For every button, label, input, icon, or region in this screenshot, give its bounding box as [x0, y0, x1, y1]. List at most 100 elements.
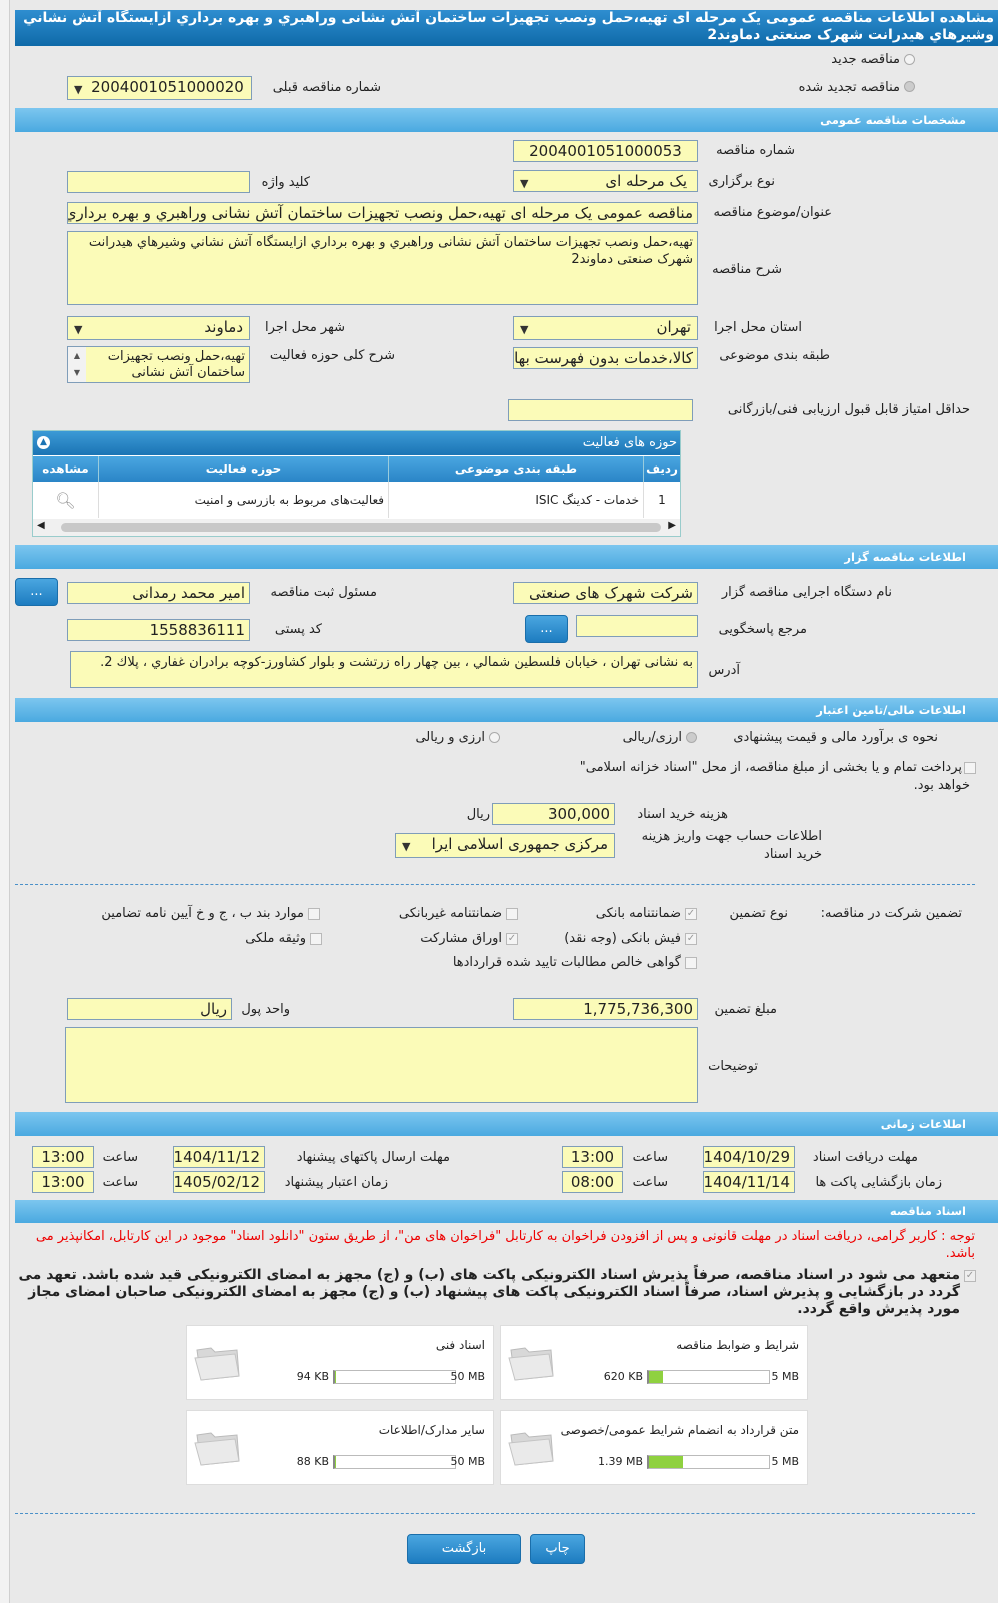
- guarantee-checkbox[interactable]: [310, 933, 322, 945]
- activities-title: حوزه های فعالیت: [582, 435, 677, 450]
- left-border: [0, 0, 10, 1603]
- scroll-right-icon[interactable]: ▶: [668, 520, 676, 531]
- ref-more-button[interactable]: ...: [525, 615, 568, 643]
- account-select[interactable]: مرکزی جمهوری اسلامی ایرا ▼: [395, 833, 615, 858]
- renewed-tender-radio[interactable]: [904, 81, 915, 92]
- scroll-left-icon[interactable]: ◀: [37, 520, 45, 531]
- account-value: مرکزی جمهوری اسلامی ایرا: [431, 835, 608, 853]
- open-label: زمان بازگشایی پاکت ها: [815, 1175, 942, 1190]
- doc-deadline-time: 13:00: [562, 1146, 623, 1168]
- open-field: 1404/11/14: [703, 1171, 795, 1193]
- collapse-icon[interactable]: ▲: [37, 436, 50, 449]
- treasury-checkbox[interactable]: [964, 762, 976, 774]
- guarantee-option-label: اوراق مشارکت: [420, 931, 502, 946]
- method-radio-1[interactable]: [686, 732, 697, 743]
- guarantee-checkbox[interactable]: ✓: [506, 933, 518, 945]
- tender-type-label: نوع برگزاری: [708, 174, 775, 189]
- document-card[interactable]: سایر مدارک/اطلاعات 88 KB 50 MB: [186, 1410, 494, 1485]
- scope-scrollbar[interactable]: ▲ ▼: [68, 347, 86, 382]
- guarantee-checkbox[interactable]: [685, 957, 697, 969]
- doc-fee-field: 300,000: [492, 803, 615, 825]
- commitment-checkbox: ✓: [964, 1270, 976, 1282]
- prev-tender-value: 2004001051000020: [91, 78, 244, 96]
- divider: [15, 1513, 975, 1514]
- treasury-text: پرداخت تمام و یا بخشی از مبلغ مناقصه، از…: [579, 760, 962, 775]
- guarantee-type-label: نوع تضمین: [729, 906, 788, 921]
- tender-description: تهیه،حمل ونصب تجهیزات ساختمان آتش نشانی …: [67, 231, 698, 305]
- tender-number-label: شماره مناقصه: [716, 143, 795, 158]
- guarantee-checkbox[interactable]: [506, 908, 518, 920]
- activities-title-bar: حوزه های فعالیت ▲: [33, 431, 680, 455]
- submit-time: 13:00: [32, 1146, 94, 1168]
- amount-label: مبلغ تضمین: [714, 1002, 777, 1017]
- method-radio-2[interactable]: [489, 732, 500, 743]
- document-max-size: 50 MB: [450, 1455, 485, 1468]
- document-card[interactable]: اسناد فنی 94 KB 50 MB: [186, 1325, 494, 1400]
- treasury-text-2: خواهد بود.: [913, 778, 970, 793]
- validity-label: زمان اعتبار پیشنهاد: [284, 1175, 388, 1190]
- folder-icon: [508, 1347, 554, 1381]
- row-field: فعالیت‌های مربوط به بازرسی و امنیت: [98, 482, 389, 518]
- currency-field: ریال: [67, 998, 232, 1020]
- col-field: حوزه فعالیت: [98, 456, 389, 482]
- resp-label: مسئول ثبت مناقصه: [270, 585, 377, 600]
- document-card[interactable]: متن قرارداد به انضمام شرایط عمومی/خصوصی 1…: [500, 1410, 808, 1485]
- chevron-down-icon: ▼: [520, 177, 529, 190]
- ref-field: [576, 615, 698, 637]
- folder-icon: [194, 1432, 240, 1466]
- doc-fee-unit: ریال: [466, 807, 490, 822]
- activities-table: ردیف طبقه بندی موضوعی حوزه فعالیت مشاهده…: [33, 456, 680, 518]
- document-max-size: 5 MB: [771, 1455, 799, 1468]
- section-finance: اطلاعات مالی/تامین اعتبار: [15, 698, 998, 722]
- keyword-label: کلید واژه: [261, 175, 310, 190]
- city-value: دماوند: [204, 318, 243, 336]
- scope-field[interactable]: تهیه،حمل ونصب تجهیزات ساختمان آتش نشانی ▲…: [67, 346, 250, 383]
- guarantee-option-label: ضمانتنامه غیربانکی: [398, 906, 502, 921]
- scrollbar-thumb[interactable]: [61, 523, 661, 532]
- amount-field: 1,775,736,300: [513, 998, 698, 1020]
- document-title: شرایط و ضوابط مناقصه: [676, 1338, 799, 1352]
- back-button[interactable]: بازگشت: [407, 1534, 521, 1564]
- keyword-field[interactable]: [67, 171, 250, 193]
- document-size: 94 KB: [296, 1370, 329, 1383]
- chevron-down-icon: ▼: [74, 83, 83, 96]
- col-index: ردیف: [643, 456, 680, 482]
- address-label: آدرس: [708, 663, 740, 678]
- tender-type-select[interactable]: یک مرحله ای ▼: [513, 170, 698, 192]
- table-header-row: ردیف طبقه بندی موضوعی حوزه فعالیت مشاهده: [33, 456, 680, 482]
- account-label: اطلاعات حساب جهت واریز هزینه خرید اسناد: [641, 829, 822, 862]
- section-timing: اطلاعات زمانی: [15, 1112, 998, 1136]
- doc-deadline-label: مهلت دریافت اسناد: [812, 1150, 918, 1165]
- print-button[interactable]: چاپ: [530, 1534, 585, 1564]
- guarantee-checkbox[interactable]: ✓: [685, 908, 697, 920]
- document-size: 620 KB: [603, 1370, 643, 1383]
- doc-fee-label: هزینه خرید اسناد: [637, 807, 728, 822]
- submit-field: 1404/11/12: [173, 1146, 265, 1168]
- min-score-field: [508, 399, 693, 421]
- category-field: کالا،خدمات بدون فهرست بها: [513, 347, 698, 369]
- document-card[interactable]: شرایط و ضوابط مناقصه 620 KB 5 MB: [500, 1325, 808, 1400]
- prev-tender-select[interactable]: 2004001051000020 ▼: [67, 76, 252, 100]
- city-select[interactable]: دماوند ▼: [67, 316, 250, 340]
- method-option-1: ارزی/ریالی: [622, 730, 682, 745]
- commitment-text: متعهد می شود در اسناد مناقصه، صرفاً پذیر…: [18, 1267, 961, 1317]
- guarantee-option-label: فیش بانکی (وجه نقد): [564, 931, 681, 946]
- time-label: ساعت: [102, 1175, 138, 1190]
- scope-value: تهیه،حمل ونصب تجهیزات ساختمان آتش نشانی: [107, 349, 245, 380]
- section-organizer: اطلاعات مناقصه گزار: [15, 545, 998, 569]
- province-select[interactable]: تهران ▼: [513, 316, 698, 340]
- postal-field: 1558836111: [67, 619, 250, 641]
- scope-label: شرح کلی حوزه فعالیت: [269, 348, 395, 363]
- submit-label: مهلت ارسال پاکتهای پیشنهاد: [296, 1150, 450, 1165]
- time-label: ساعت: [632, 1175, 668, 1190]
- guarantee-checkbox[interactable]: [308, 908, 320, 920]
- view-button[interactable]: 🔍︎: [33, 482, 99, 518]
- document-title: سایر مدارک/اطلاعات: [378, 1423, 485, 1437]
- horizontal-scrollbar[interactable]: ◀ ▶: [33, 519, 680, 536]
- resp-more-button[interactable]: ...: [15, 578, 58, 606]
- open-time: 08:00: [562, 1171, 623, 1193]
- new-tender-radio[interactable]: [904, 54, 915, 65]
- documents-notice: توجه : کاربر گرامی، دریافت اسناد در مهلت…: [35, 1229, 975, 1261]
- document-max-size: 50 MB: [450, 1370, 485, 1383]
- guarantee-checkbox[interactable]: ✓: [685, 933, 697, 945]
